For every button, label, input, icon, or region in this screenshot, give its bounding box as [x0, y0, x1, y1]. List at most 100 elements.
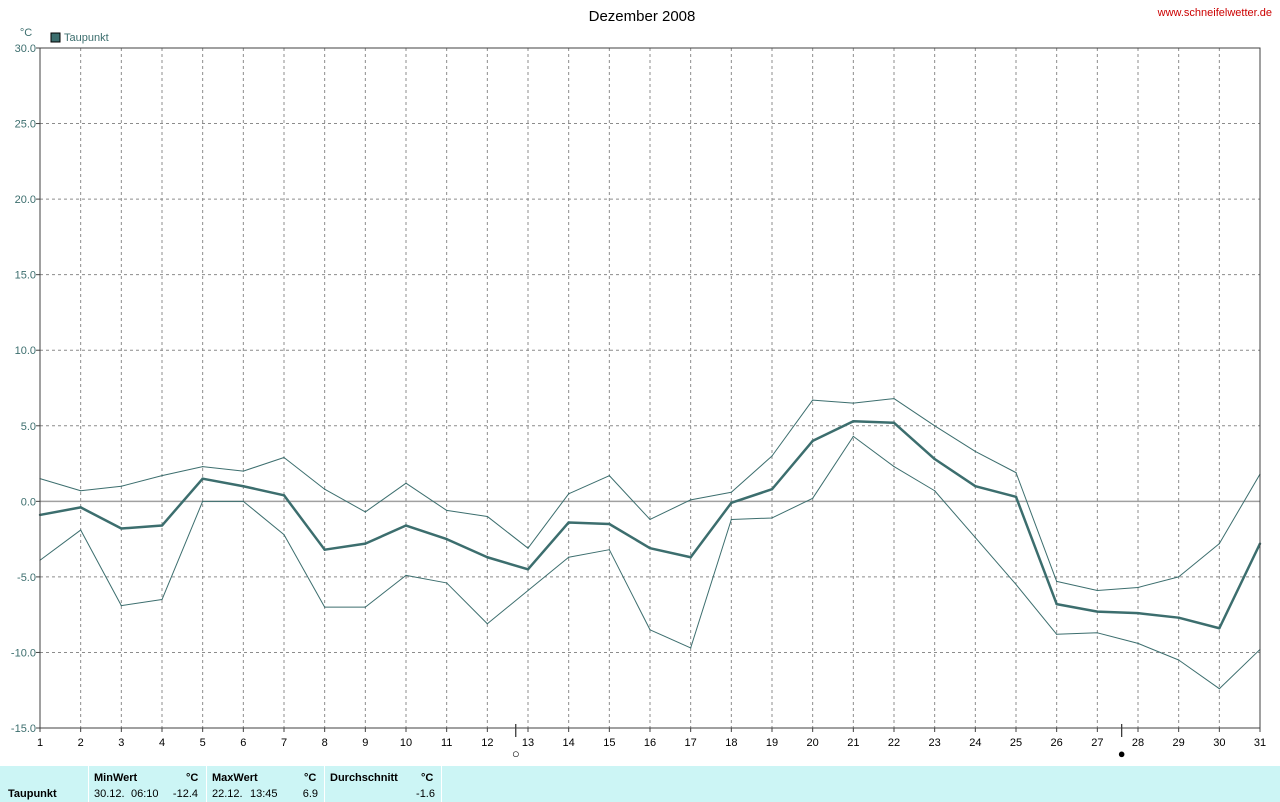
legend-swatch	[50, 32, 61, 43]
data-point-mean	[486, 556, 489, 559]
data-point-max	[852, 402, 854, 404]
max-date: 22.12.	[212, 788, 243, 800]
stats-row-label: Taupunkt	[8, 788, 57, 800]
x-tick-label: 5	[200, 737, 206, 749]
y-tick-label: 10.0	[15, 345, 36, 357]
data-point-max	[324, 488, 326, 490]
y-tick-label: -5.0	[17, 572, 36, 584]
data-point-min	[486, 623, 488, 625]
data-point-max	[1137, 586, 1139, 589]
data-point-mean	[160, 524, 164, 527]
data-point-max	[934, 425, 936, 427]
x-tick-label: 31	[1254, 737, 1266, 749]
y-tick-label: -15.0	[11, 723, 36, 735]
data-point-max	[202, 465, 204, 468]
data-point-max	[812, 399, 814, 401]
data-point-max	[1178, 576, 1180, 578]
x-tick-label: 28	[1132, 737, 1144, 749]
min-date: 30.12.	[94, 788, 125, 800]
data-point-max	[608, 475, 610, 477]
x-tick-label: 6	[240, 737, 246, 749]
min-header: MinWert	[94, 772, 138, 784]
max-value: 6.9	[302, 788, 318, 800]
avg-value: -1.6	[416, 788, 435, 800]
data-point-max	[568, 493, 570, 495]
y-tick-label: 30.0	[15, 43, 36, 55]
site-link[interactable]: www.schneifelwetter.de	[1157, 7, 1272, 19]
x-tick-label: 17	[685, 737, 697, 749]
data-point-max	[730, 491, 732, 493]
y-tick-label: 15.0	[15, 270, 36, 282]
data-point-mean	[242, 485, 245, 488]
x-axis: 1 2 3 4 5 6 7 8 9 10 11 12 13 14 15 16 17 18 19 20 21 22 23 24 2…	[37, 728, 1266, 749]
x-tick-label: 16	[644, 737, 656, 749]
data-point-max	[527, 547, 529, 549]
data-point-min	[202, 500, 204, 502]
data-point-max	[1015, 472, 1017, 474]
x-tick-label: 19	[766, 737, 778, 749]
data-point-mean	[608, 522, 611, 526]
data-point-min	[568, 556, 570, 558]
data-point-max	[1056, 580, 1058, 583]
data-point-min	[446, 582, 448, 584]
x-tick-label: 24	[969, 737, 981, 749]
x-tick-label: 30	[1213, 737, 1225, 749]
data-point-min	[934, 490, 936, 492]
data-point-mean	[79, 506, 82, 509]
x-tick-label: 10	[400, 737, 412, 749]
data-point-max	[690, 499, 692, 501]
chart-title: Dezember 2008	[589, 8, 696, 25]
data-point-min	[730, 518, 732, 521]
data-point-max	[1096, 589, 1098, 592]
max-time: 13:45	[250, 788, 278, 800]
x-tick-label: 18	[725, 737, 737, 749]
min-time: 06:10	[131, 788, 159, 800]
data-point-max	[80, 490, 82, 492]
data-point-min	[1056, 633, 1058, 635]
x-tick-label: 23	[929, 737, 941, 749]
y-tick-label: 25.0	[15, 119, 36, 131]
x-tick-label: 14	[563, 737, 575, 749]
data-point-mean	[445, 537, 448, 541]
data-point-mean	[567, 521, 570, 524]
x-tick-label: 25	[1010, 737, 1022, 749]
data-point-min	[1137, 642, 1139, 644]
data-point-max	[405, 482, 407, 484]
divider	[441, 766, 442, 802]
data-point-mean	[120, 527, 123, 530]
x-tick-label: 2	[78, 737, 84, 749]
x-tick-label: 26	[1051, 737, 1063, 749]
data-point-mean	[892, 421, 896, 424]
x-tick-label: 29	[1173, 737, 1185, 749]
data-point-max	[771, 455, 773, 457]
data-point-mean	[689, 556, 692, 559]
data-point-mean	[1014, 495, 1018, 498]
data-point-mean	[282, 494, 286, 497]
data-point-min	[242, 500, 244, 502]
data-point-mean	[1136, 611, 1140, 615]
data-point-min	[852, 435, 854, 437]
data-point-mean	[974, 485, 977, 488]
legend-label: Taupunkt	[64, 32, 109, 44]
data-point-min	[161, 598, 163, 601]
grid	[40, 47, 1260, 729]
data-point-min	[283, 533, 285, 536]
new-moon-icon: ●	[1118, 746, 1126, 761]
data-point-mean	[1096, 610, 1099, 613]
data-point-min	[120, 605, 122, 607]
data-point-max	[364, 511, 366, 513]
x-tick-label: 1	[37, 737, 43, 749]
x-tick-label: 12	[481, 737, 493, 749]
data-point-mean	[933, 457, 936, 461]
data-point-min	[1218, 688, 1220, 690]
x-tick-label: 9	[362, 737, 368, 749]
x-tick-label: 11	[441, 737, 452, 749]
data-point-mean	[1055, 602, 1058, 606]
divider	[88, 766, 89, 802]
data-point-mean	[730, 501, 733, 505]
data-point-mean	[852, 420, 855, 423]
data-point-min	[1178, 659, 1180, 661]
x-tick-label: 7	[281, 737, 287, 749]
data-point-mean	[323, 548, 326, 551]
data-point-max	[242, 470, 244, 472]
